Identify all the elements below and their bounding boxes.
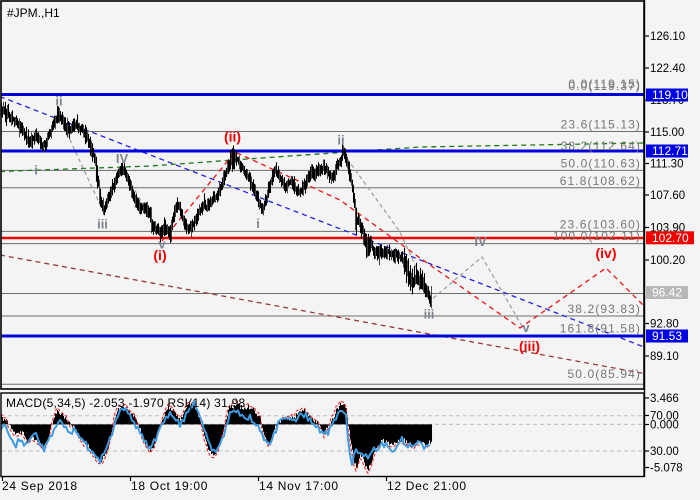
svg-text:IV: IV xyxy=(116,151,129,166)
svg-text:v: v xyxy=(522,320,530,335)
svg-text:30.00: 30.00 xyxy=(650,446,679,458)
svg-text:107.60: 107.60 xyxy=(650,190,685,202)
svg-text:50.0(85.94): 50.0(85.94) xyxy=(568,367,641,381)
svg-text:112.71: 112.71 xyxy=(652,144,688,158)
svg-text:102.70: 102.70 xyxy=(652,231,689,245)
svg-text:14 Nov 17:00: 14 Nov 17:00 xyxy=(259,479,339,493)
svg-text:(ii): (ii) xyxy=(224,129,241,145)
svg-text:115.00: 115.00 xyxy=(650,127,684,139)
svg-text:161.8(91.58): 161.8(91.58) xyxy=(560,322,641,336)
svg-text:0.0(119.15): 0.0(119.15) xyxy=(568,77,641,91)
svg-text:111.30: 111.30 xyxy=(650,159,683,171)
svg-text:23.6(115.13): 23.6(115.13) xyxy=(561,118,641,132)
svg-text:0.000: 0.000 xyxy=(650,420,679,432)
svg-text:#JPM.,H1: #JPM.,H1 xyxy=(7,6,60,20)
svg-text:119.10: 119.10 xyxy=(652,88,688,102)
svg-text:70.00: 70.00 xyxy=(650,411,679,423)
svg-text:91.53: 91.53 xyxy=(652,329,682,343)
svg-text:iii: iii xyxy=(424,307,435,322)
svg-text:12 Dec 21:00: 12 Dec 21:00 xyxy=(387,479,467,493)
svg-text:89.10: 89.10 xyxy=(650,351,679,363)
svg-text:(i): (i) xyxy=(153,247,166,263)
svg-text:i: i xyxy=(256,216,260,231)
svg-text:IV: IV xyxy=(474,234,487,249)
svg-text:-5.078: -5.078 xyxy=(650,463,683,475)
svg-text:23.6(103.60): 23.6(103.60) xyxy=(560,217,641,231)
svg-text:24 Sep 2018: 24 Sep 2018 xyxy=(2,479,78,493)
svg-text:(iv): (iv) xyxy=(596,245,617,261)
svg-text:61.8(108.62): 61.8(108.62) xyxy=(560,174,641,188)
svg-text:ii: ii xyxy=(55,94,62,109)
svg-text:3.466: 3.466 xyxy=(650,393,679,405)
svg-text:92.80: 92.80 xyxy=(650,319,679,331)
svg-text:i: i xyxy=(34,163,38,178)
svg-text:38.2(93.83): 38.2(93.83) xyxy=(568,302,641,316)
svg-text:v: v xyxy=(158,237,166,252)
svg-text:MACD(5,34,5) -2.053 -1.970 RSI: MACD(5,34,5) -2.053 -1.970 RSI(14) 31.98 xyxy=(6,396,246,410)
svg-text:iii: iii xyxy=(97,217,108,232)
svg-text:100.20: 100.20 xyxy=(650,255,685,267)
svg-text:96.42: 96.42 xyxy=(652,286,682,300)
svg-text:(iii): (iii) xyxy=(519,338,540,354)
svg-text:18 Oct 19:00: 18 Oct 19:00 xyxy=(131,479,208,493)
svg-text:ii: ii xyxy=(337,133,344,148)
svg-text:126.10: 126.10 xyxy=(650,31,685,43)
svg-text:50.0(110.63): 50.0(110.63) xyxy=(561,156,641,170)
svg-text:100.0(102.11): 100.0(102.11) xyxy=(553,229,641,243)
svg-text:122.40: 122.40 xyxy=(650,63,685,75)
svg-text:38.2(112.64): 38.2(112.64) xyxy=(561,139,641,153)
svg-text:0.0(119.37): 0.0(119.37) xyxy=(568,79,641,93)
